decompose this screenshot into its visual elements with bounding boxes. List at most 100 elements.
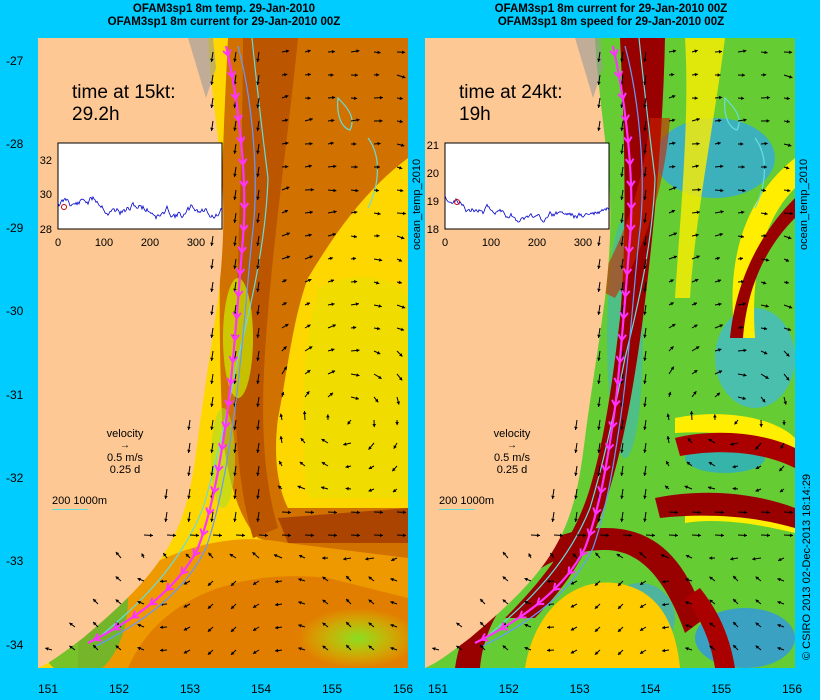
velocity-arrowhead <box>326 414 330 418</box>
velocity-arrowhead <box>662 579 666 584</box>
route-chevron <box>228 355 239 364</box>
velocity-arrowhead <box>597 104 601 108</box>
right-time-label: time at 24kt: 19h <box>459 82 563 126</box>
velocity-arrowhead <box>187 518 191 522</box>
velocity-arrowhead <box>308 233 312 238</box>
velocity-arrowhead <box>765 258 770 262</box>
velocity-arrowhead <box>345 464 349 469</box>
route-chevron <box>239 202 250 211</box>
velocity-arrowhead <box>307 278 312 283</box>
velocity-arrowhead <box>368 645 373 649</box>
velocity-arrowhead <box>709 645 713 649</box>
velocity-arrowhead <box>741 279 745 284</box>
velocity-arrowhead <box>322 599 326 603</box>
velocity-arrowhead <box>666 413 671 417</box>
velocity-arrowhead <box>708 439 712 443</box>
velocity-arrowhead <box>298 647 302 651</box>
velocity-arrowhead <box>322 576 326 580</box>
velocity-arrowhead <box>502 576 507 580</box>
velocity-arrowhead <box>256 150 260 154</box>
route-chevron <box>620 289 631 299</box>
velocity-arrowhead <box>309 117 313 122</box>
lat-tick-7: -34 <box>6 637 24 652</box>
velocity-arrowhead <box>730 442 734 446</box>
velocity-arrowhead <box>766 533 770 538</box>
velocity-arrowhead <box>256 58 260 62</box>
velocity-arrowhead <box>333 210 337 214</box>
velocity-arrowhead <box>733 598 737 603</box>
velocity-arrowhead <box>685 647 689 651</box>
velocity-arrowhead <box>597 58 601 62</box>
velocity-arrowhead <box>662 648 666 653</box>
velocity-arrowhead <box>353 96 358 101</box>
velocity-arrowhead <box>597 380 601 384</box>
velocity-arrowhead <box>718 118 722 123</box>
velocity-arrowhead <box>787 235 792 240</box>
lon-tick-1-3: 154 <box>640 682 661 696</box>
velocity-arrowhead <box>536 533 540 538</box>
velocity-arrowhead <box>720 510 724 515</box>
velocity-arrowhead <box>620 288 624 292</box>
left-route-path <box>87 45 246 644</box>
velocity-arrowhead <box>379 95 383 100</box>
velocity-arrowhead <box>233 288 237 292</box>
velocity-arrowhead <box>330 279 335 283</box>
route-chevron <box>165 582 174 592</box>
velocity-arrowhead <box>256 196 260 200</box>
right-inset-xtick-2: 200 <box>528 237 546 249</box>
velocity-arrowhead <box>354 73 358 77</box>
velocity-arrowhead <box>740 325 744 330</box>
velocity-arrowhead <box>231 582 235 586</box>
velocity-arrowhead <box>718 370 723 374</box>
velocity-arrowhead <box>207 628 212 632</box>
route-chevron <box>626 224 636 233</box>
velocity-arrowhead <box>733 644 737 649</box>
velocity-arrowhead <box>616 553 621 558</box>
velocity-arrowhead <box>740 142 744 146</box>
velocity-arrowhead <box>720 188 724 193</box>
velocity-arrowhead <box>375 188 380 193</box>
velocity-arrowhead <box>777 577 781 582</box>
left-inset-xtick-3: 300 <box>187 237 205 249</box>
velocity-arrowhead <box>709 622 713 626</box>
velocity-arrowhead <box>69 622 73 627</box>
left-inset-xtick-2: 200 <box>141 237 159 249</box>
right-route-chevrons <box>480 48 637 642</box>
velocity-arrowhead <box>353 142 357 146</box>
velocity-arrowhead <box>528 553 532 557</box>
depth-scale-text: 200 1000m <box>52 495 108 507</box>
route-chevron <box>180 566 189 575</box>
velocity-arrowhead <box>321 486 325 490</box>
velocity-arrowhead <box>732 486 736 491</box>
velocity-arrowhead <box>333 164 337 169</box>
velocity-arrowhead <box>643 518 647 522</box>
velocity-arrowhead <box>379 533 383 538</box>
velocity-arrowhead <box>597 334 601 338</box>
velocity-arrowhead <box>210 81 214 85</box>
velocity-arrowhead <box>605 533 609 538</box>
velocity-arrowhead <box>643 265 647 269</box>
velocity-arrowhead <box>287 510 291 515</box>
velocity-arrowhead <box>368 576 373 580</box>
velocity-arrowhead <box>391 557 395 562</box>
legend-arrow-icon: → <box>120 440 130 451</box>
velocity-arrowhead <box>741 73 745 77</box>
velocity-arrowhead <box>160 579 164 584</box>
lon-tick-0-5: 156 <box>393 682 414 696</box>
velocity-arrowhead <box>400 235 405 240</box>
velocity-arrowhead <box>547 648 551 653</box>
left-map-temperature: time at 15kt: 29.2h velocity → 0.5 m/s 0… <box>38 38 408 668</box>
velocity-arrowhead <box>332 232 336 237</box>
velocity-arrowhead <box>233 196 237 200</box>
velocity-arrowhead <box>284 94 289 99</box>
velocity-arrowhead <box>480 621 484 626</box>
velocity-arrowhead <box>286 186 290 190</box>
velocity-arrowhead <box>719 324 723 328</box>
velocity-arrowhead <box>343 557 347 561</box>
lon-tick-1-0: 151 <box>428 682 449 696</box>
velocity-arrowhead <box>733 575 737 580</box>
velocity-arrowhead <box>390 623 394 628</box>
velocity-arrowhead <box>115 645 120 649</box>
velocity-arrowhead <box>716 256 720 261</box>
velocity-arrowhead <box>231 628 235 632</box>
